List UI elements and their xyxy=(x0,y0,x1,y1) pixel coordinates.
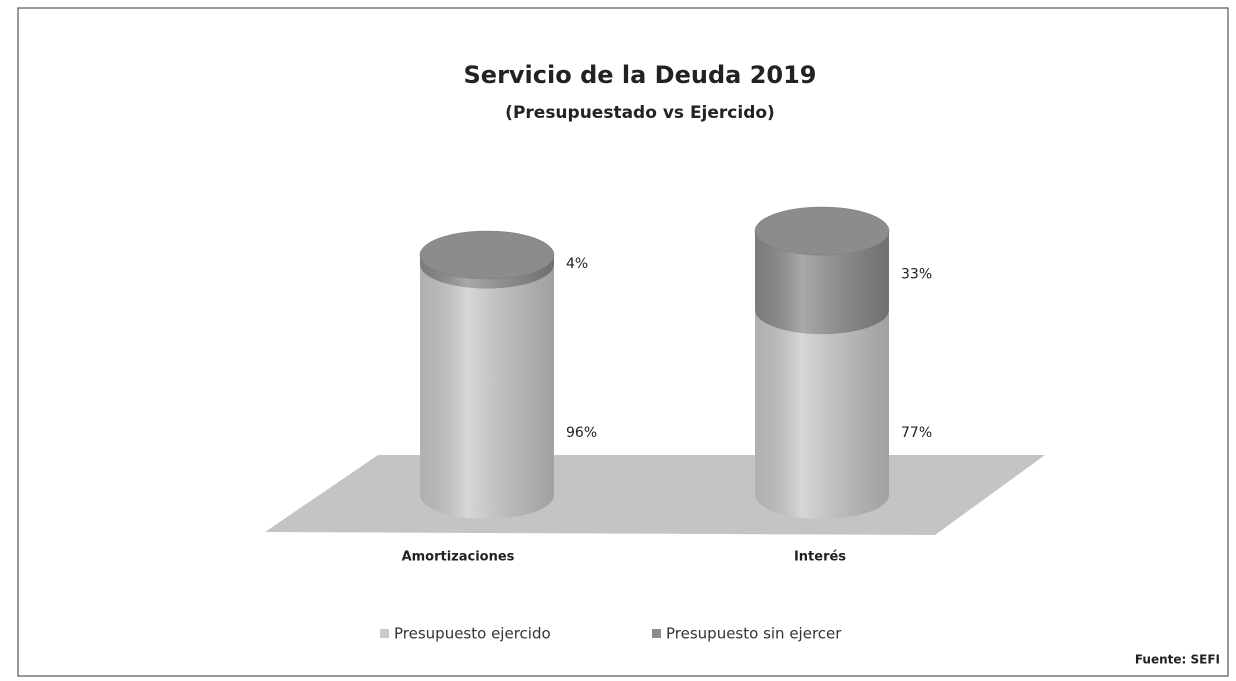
shading xyxy=(420,255,554,289)
shading xyxy=(755,310,889,519)
legend-swatch xyxy=(652,629,661,638)
data-label: 4% xyxy=(566,256,588,272)
x-tick-label: Interés xyxy=(794,550,846,565)
legend-label: Presupuesto sin ejercer xyxy=(666,625,842,643)
floor xyxy=(265,455,1045,535)
cylinder-top xyxy=(419,230,555,280)
x-tick-label: Amortizaciones xyxy=(402,550,515,565)
chart-title: Servicio de la Deuda 2019 xyxy=(464,61,817,89)
data-label: 33% xyxy=(901,267,932,283)
cylinder-top xyxy=(754,206,890,256)
shading xyxy=(420,264,554,519)
source: Fuente: SEFI xyxy=(1135,653,1220,667)
data-label: 96% xyxy=(566,425,597,441)
chart-frame xyxy=(17,7,1229,677)
chart-subtitle: (Presupuestado vs Ejercido) xyxy=(505,103,775,123)
legend-swatch xyxy=(380,629,389,638)
shading xyxy=(755,231,889,335)
legend-label: Presupuesto ejercido xyxy=(394,625,551,643)
data-label: 77% xyxy=(901,425,932,441)
